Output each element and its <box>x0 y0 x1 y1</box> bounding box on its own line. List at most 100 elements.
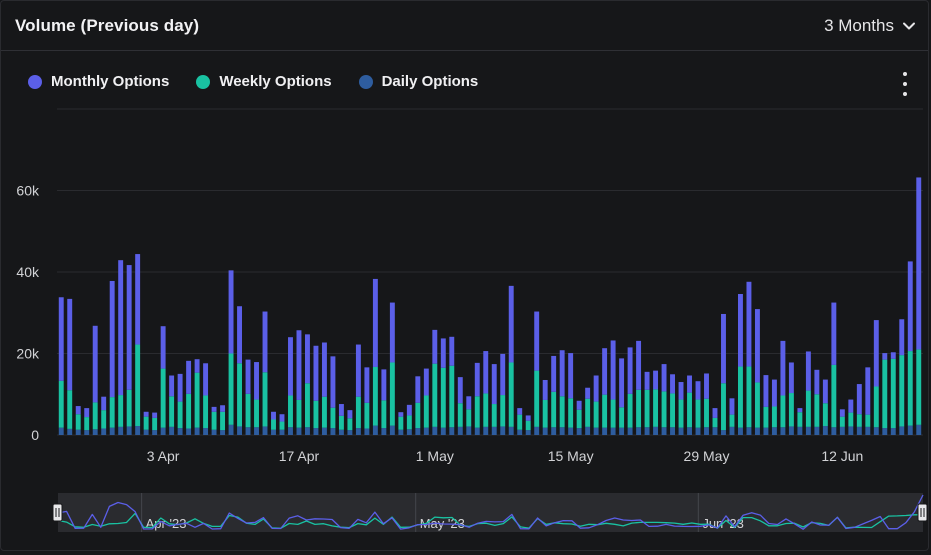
bar-segment-daily-options <box>143 429 149 435</box>
bar-segment-weekly-options <box>135 344 141 427</box>
bar-segment-monthly-options <box>890 352 896 359</box>
bar-segment-monthly-options <box>712 408 718 418</box>
bar-segment-daily-options <box>610 427 616 435</box>
bar-segment-monthly-options <box>262 311 268 373</box>
bar-segment-weekly-options <box>160 368 166 428</box>
bar-segment-monthly-options <box>423 368 429 396</box>
bar-segment-weekly-options <box>296 399 302 428</box>
bar-segment-daily-options <box>457 426 463 435</box>
bar-segment-daily-options <box>636 427 642 435</box>
bar-segment-weekly-options <box>729 414 735 427</box>
bar-segment-daily-options <box>873 427 879 435</box>
legend-item-monthly[interactable]: Monthly Options <box>28 73 169 90</box>
legend-swatch-monthly <box>28 74 42 89</box>
bar-segment-monthly-options <box>135 254 141 345</box>
bar-segment-monthly-options <box>746 281 752 367</box>
bar-segment-monthly-options <box>491 364 497 405</box>
navigator-line-weekly <box>57 512 924 529</box>
bar-segment-monthly-options <box>398 412 404 417</box>
bar-segment-weekly-options <box>576 409 582 429</box>
bar-segment-weekly-options <box>551 391 557 428</box>
bar-segment-monthly-options <box>593 375 599 402</box>
bar-segment-daily-options <box>220 430 226 435</box>
bar-segment-monthly-options <box>542 379 548 400</box>
bar-segment-monthly-options <box>738 294 743 367</box>
bar-segment-weekly-options <box>279 421 285 430</box>
bar-segment-monthly-options <box>364 367 370 403</box>
bar-segment-daily-options <box>406 429 412 435</box>
bar-segment-weekly-options <box>678 399 684 428</box>
drag-handle-icon[interactable] <box>52 503 63 522</box>
bar-segment-monthly-options <box>330 356 336 408</box>
bar-segment-daily-options <box>118 426 124 435</box>
bar-segment-monthly-options <box>389 302 395 363</box>
bar-segment-weekly-options <box>449 365 455 428</box>
bar-segment-monthly-options <box>856 384 862 415</box>
bar-segment-monthly-options <box>347 410 353 419</box>
bar-segment-weekly-options <box>415 402 421 429</box>
bar-segment-weekly-options <box>262 372 268 427</box>
bar-segment-weekly-options <box>839 416 845 427</box>
bar-segment-weekly-options <box>237 363 242 427</box>
bar-segment-daily-options <box>194 427 200 435</box>
x-tick-label: 29 May <box>684 448 730 464</box>
range-navigator[interactable]: Apr '23 May '23 Jun '23 <box>52 493 928 532</box>
bar-segment-monthly-options <box>695 381 701 400</box>
bar-segment-monthly-options <box>865 367 871 415</box>
bar-segment-weekly-options <box>882 359 888 429</box>
bar-segment-weekly-options <box>457 403 463 427</box>
bar-segment-weekly-options <box>788 393 794 427</box>
legend-item-weekly[interactable]: Weekly Options <box>196 73 332 90</box>
bar-segment-daily-options <box>398 429 404 435</box>
bar-segment-daily-options <box>84 430 90 435</box>
bar-segment-monthly-options <box>839 409 845 417</box>
bar-segment-daily-options <box>576 428 582 435</box>
bar-segment-monthly-options <box>576 400 582 410</box>
bar-segment-daily-options <box>619 427 625 435</box>
y-tick-label: 40k <box>16 264 40 280</box>
legend-item-daily[interactable]: Daily Options <box>358 73 478 90</box>
bar-segment-monthly-options <box>58 297 64 381</box>
bar-segment-monthly-options <box>517 408 523 415</box>
bar-segment-monthly-options <box>474 362 480 397</box>
x-tick-label: 12 Jun <box>821 448 863 464</box>
bar-segment-weekly-options <box>805 390 811 427</box>
bar-segment-daily-options <box>721 430 726 435</box>
bar-segment-monthly-options <box>644 371 650 390</box>
bar-segment-weekly-options <box>873 386 879 428</box>
bar-segment-daily-options <box>364 428 370 435</box>
bar-segment-monthly-options <box>534 311 540 371</box>
x-tick-label: 1 May <box>416 448 454 464</box>
bar-segment-monthly-options <box>610 340 616 400</box>
bar-segment-monthly-options <box>457 377 463 404</box>
bar-segment-weekly-options <box>101 410 107 429</box>
bar-segment-monthly-options <box>805 351 811 391</box>
bar-segment-weekly-options <box>338 415 344 430</box>
bar-segment-monthly-options <box>704 373 709 399</box>
bar-segment-weekly-options <box>559 396 565 428</box>
kebab-menu-icon[interactable] <box>900 72 910 96</box>
bar-segment-daily-options <box>415 428 421 435</box>
drag-handle-icon[interactable] <box>917 503 928 522</box>
bar-segment-daily-options <box>338 429 344 435</box>
range-dropdown[interactable]: 3 Months <box>824 16 916 36</box>
bar-segment-daily-options <box>542 427 548 435</box>
bar-segment-weekly-options <box>746 366 752 428</box>
bar-segment-weekly-options <box>797 412 803 427</box>
bar-segment-weekly-options <box>916 349 922 425</box>
bar-segment-daily-options <box>254 427 259 435</box>
bar-segment-daily-options <box>882 428 888 435</box>
bar-segment-weekly-options <box>143 416 149 430</box>
bar-segment-daily-options <box>271 429 276 435</box>
bar-segment-monthly-options <box>220 405 226 412</box>
bar-segment-daily-options <box>508 426 514 435</box>
bar-segment-weekly-options <box>542 399 548 428</box>
bar-segment-weekly-options <box>75 414 81 430</box>
bar-segment-monthly-options <box>372 278 378 367</box>
bar-segment-weekly-options <box>585 398 591 427</box>
bar-segment-weekly-options <box>203 395 209 429</box>
bar-segment-daily-options <box>678 427 684 435</box>
bar-segment-weekly-options <box>220 411 226 431</box>
bar-segment-weekly-options <box>186 393 192 429</box>
bar-segment-daily-options <box>330 428 336 435</box>
